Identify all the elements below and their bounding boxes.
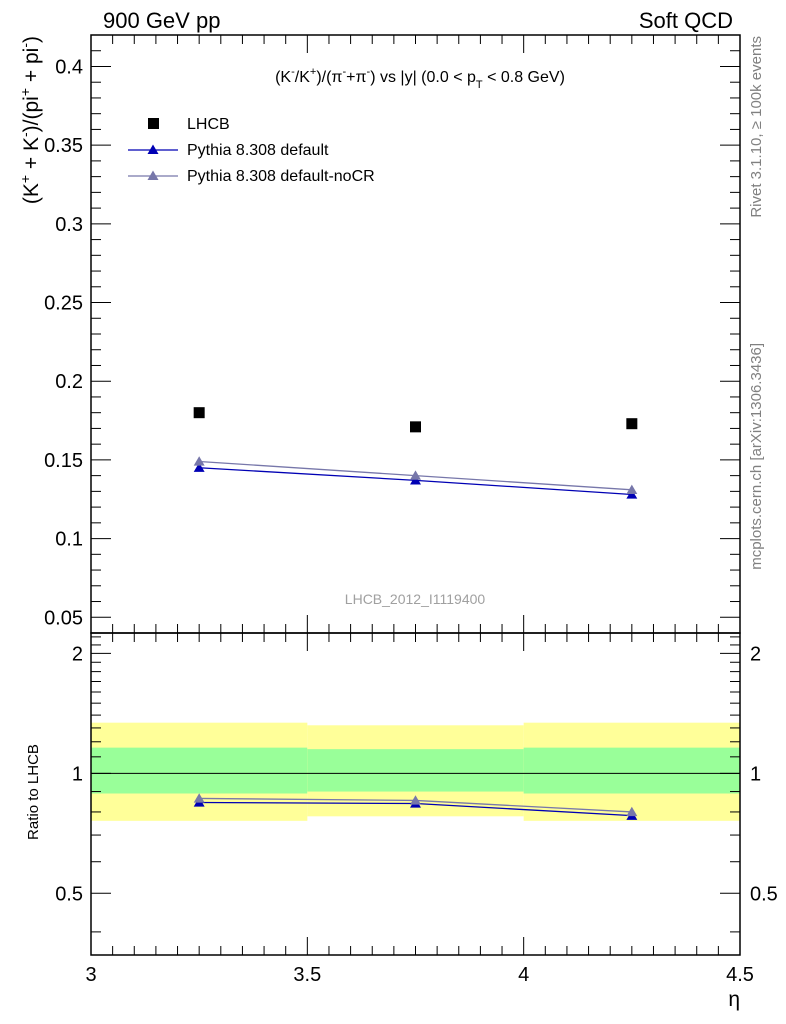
ratio-band-inner — [91, 747, 308, 794]
header-right: Soft QCD — [639, 8, 733, 33]
ratio-xtick-label: 4 — [518, 964, 529, 986]
ratio-ytick-label: 2 — [72, 643, 83, 665]
main-ytick-label: 0.25 — [44, 293, 83, 315]
ratio-ytick-label: 1 — [72, 763, 83, 785]
ylabel-sup-c: + — [17, 88, 33, 96]
ylabel-part-b: + K — [20, 137, 43, 175]
ylabel-part-e: ) — [20, 36, 43, 43]
title-sup-c: - — [342, 66, 346, 78]
title-sup-b: + — [310, 66, 316, 78]
rivet-label: Rivet 3.1.10, ≥ 100k events — [748, 36, 765, 218]
main-point-lhcb — [410, 421, 421, 433]
ylabel-part-d: + pi — [20, 48, 43, 88]
ratio-ytick-label: 0.5 — [55, 883, 83, 905]
chart-title: (K-/K+)/(π-+π-) vs |y| (0.0 < pT < 0.8 G… — [275, 66, 565, 91]
header-left: 900 GeV pp — [103, 8, 220, 33]
main-ytick-label: 0.35 — [44, 135, 83, 157]
title-part-e: ) vs |y| (0.0 < p — [370, 69, 476, 86]
ratio-xtick-label: 4.5 — [726, 964, 754, 986]
ylabel-sup-a: + — [17, 175, 33, 183]
title-part-b: /K — [295, 69, 310, 86]
main-ytick-label: 0.2 — [55, 371, 83, 393]
title-sub-e: T — [476, 79, 483, 91]
main-ytick-label: 0.1 — [55, 529, 83, 551]
ylabel-sup-d: - — [17, 43, 33, 48]
main-point-series-1 — [193, 462, 205, 472]
ratio-xlabel: η — [728, 988, 740, 1011]
title-part-f: < 0.8 GeV) — [483, 69, 565, 86]
main-ylabel: (K+ + K-)/(pi+ + pi-) — [17, 36, 43, 204]
ratio-ytick-label-right: 2 — [750, 643, 761, 665]
legend-marker-lhcb — [148, 118, 159, 129]
ratio-xtick-label: 3 — [85, 964, 96, 986]
main-point-series-2 — [626, 484, 638, 494]
ylabel-part-c: )/(pi — [20, 96, 43, 132]
ylabel-sup-b: - — [17, 132, 33, 137]
main-point-series-2 — [193, 456, 205, 466]
mcplots-label: mcplots.cern.ch [arXiv:1306.3436] — [748, 343, 765, 570]
main-panel: 0.050.10.150.20.250.30.350.4 (K-/K+)/(π-… — [17, 34, 741, 634]
ratio-ytick-label-right: 1 — [750, 763, 761, 785]
ylabel-part-a: (K — [20, 183, 43, 204]
ratio-panel: 0.5 0.5 1 1 2 2 3 3.5 4 4.5 Ratio to LHCB η — [25, 632, 778, 1011]
ratio-band-inner — [523, 747, 740, 794]
ratio-band-inner — [307, 749, 524, 792]
title-part-c: )/(π — [316, 69, 342, 86]
main-point-series-1 — [626, 489, 638, 499]
legend-label-nocr: Pythia 8.308 default-noCR — [187, 168, 375, 185]
ratio-ytick-label-right: 0.5 — [750, 883, 778, 905]
legend-marker-nocr — [147, 170, 159, 180]
legend: LHCB Pythia 8.308 default Pythia 8.308 d… — [128, 116, 375, 185]
ratio-point-series-1 — [626, 806, 638, 817]
title-part-d: +π — [346, 69, 366, 86]
main-point-lhcb — [193, 407, 205, 419]
analysis-watermark: LHCB_2012_I1119400 — [345, 591, 486, 607]
title-sup-d: - — [367, 66, 371, 78]
main-point-series-2 — [410, 470, 421, 480]
main-point-lhcb — [626, 418, 638, 430]
ratio-ylabel: Ratio to LHCB — [25, 744, 42, 840]
main-ytick-label: 0.3 — [55, 214, 83, 236]
main-point-series-1 — [410, 475, 421, 485]
main-ytick-label: 0.15 — [44, 450, 83, 472]
title-part-a: (K — [275, 69, 291, 86]
ratio-point-series-1 — [410, 795, 421, 805]
legend-marker-default — [147, 144, 159, 154]
ratio-xtick-label: 3.5 — [293, 964, 321, 986]
legend-label-lhcb: LHCB — [187, 116, 230, 133]
main-ytick-label: 0.05 — [44, 607, 83, 629]
title-sup-a: - — [291, 66, 295, 78]
main-ytick-label: 0.4 — [55, 56, 83, 78]
ratio-point-series-1 — [193, 793, 205, 803]
legend-label-default: Pythia 8.308 default — [187, 142, 329, 159]
